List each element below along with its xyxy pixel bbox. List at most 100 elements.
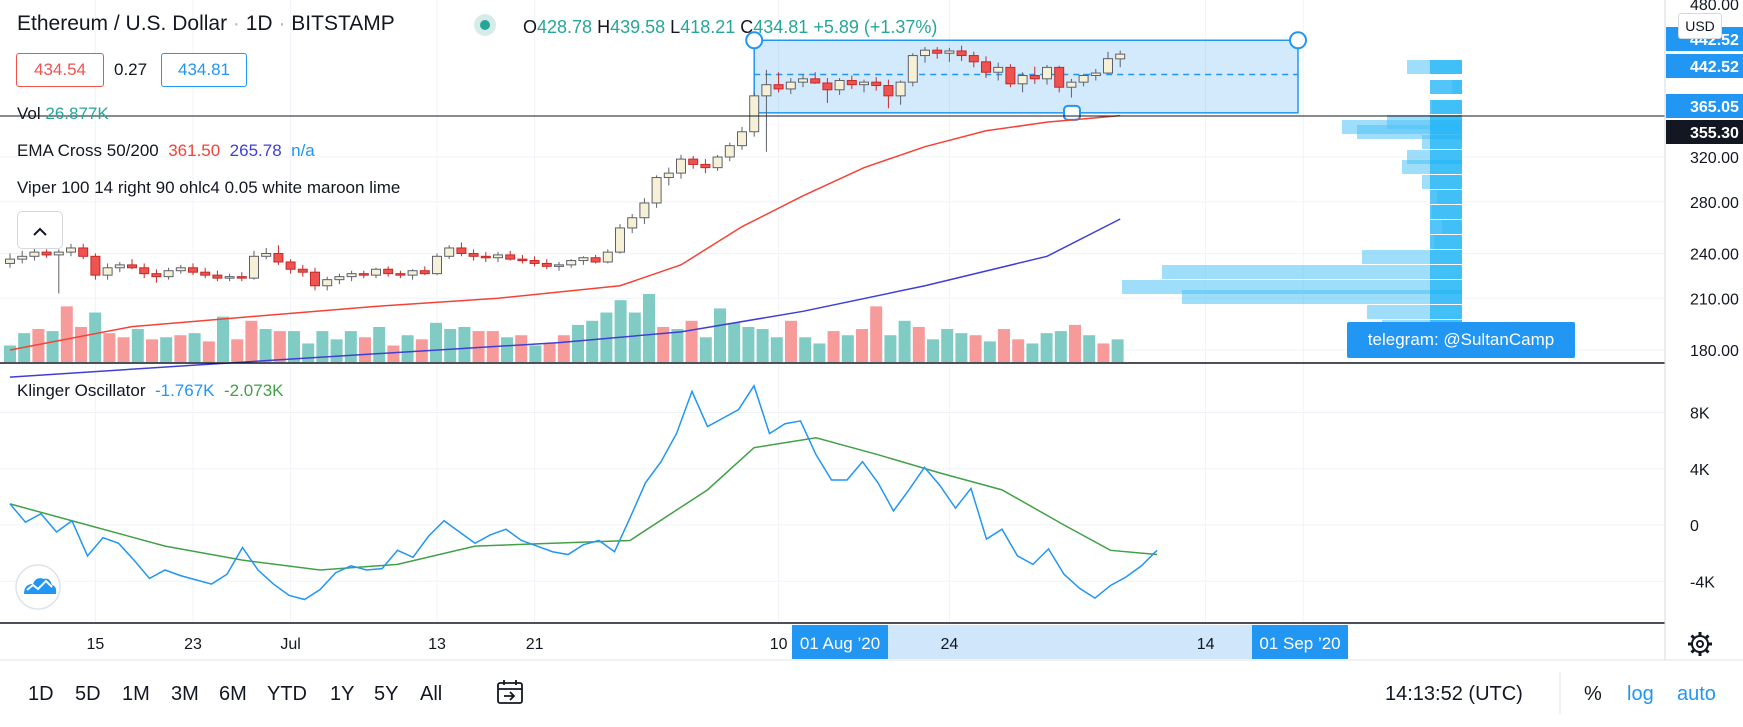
volume-bar — [146, 339, 158, 362]
candle-body — [346, 273, 357, 278]
candle-body — [41, 251, 52, 256]
volume-bar — [912, 326, 925, 362]
volume-bar — [529, 345, 542, 362]
volume-bar — [714, 308, 726, 362]
candle-body — [578, 257, 589, 262]
candle-body — [151, 273, 162, 278]
volume-bar — [856, 329, 868, 362]
volume-bar — [841, 335, 854, 362]
buy-button[interactable]: 434.81 — [161, 53, 247, 87]
volume-bar — [245, 320, 258, 362]
candle-body — [236, 276, 247, 279]
calendar-goto-icon[interactable] — [497, 680, 523, 704]
volume-bar — [898, 320, 911, 362]
candle-body — [395, 273, 406, 276]
volume-bar — [1054, 331, 1067, 362]
volume-bar — [359, 337, 371, 362]
time-label-start-bg — [792, 625, 888, 659]
currency-label[interactable]: USD — [1678, 13, 1722, 39]
market-status-icon[interactable] — [474, 14, 496, 36]
volume-bar — [46, 331, 59, 362]
candle-body — [371, 268, 381, 276]
auto-toggle[interactable]: auto — [1677, 683, 1716, 705]
candle-body — [993, 66, 1004, 73]
range-button-5d[interactable]: 5D — [75, 683, 101, 705]
range-button-3m[interactable]: 3M — [171, 683, 199, 705]
candle-body — [444, 247, 455, 257]
candle-body — [1029, 75, 1040, 80]
collapse-legend-button[interactable] — [17, 211, 63, 249]
gear-icon[interactable] — [1688, 632, 1712, 656]
volume-bar — [231, 339, 244, 362]
volume-bar — [103, 333, 116, 362]
range-box-handle-bottom[interactable] — [1063, 104, 1081, 121]
candle-body — [358, 273, 369, 276]
symbol-title[interactable]: Ethereum / U.S. Dollar — [17, 12, 228, 35]
price-badge: 365.05 — [1690, 99, 1739, 116]
volume-profile-row-core — [1430, 290, 1462, 304]
time-tick-label: 10 — [770, 636, 788, 653]
viper-legend[interactable]: Viper 100 14 right 90 ohlc4 0.05 white m… — [17, 178, 401, 197]
ema-legend[interactable]: EMA Cross 50/200 361.50 265.78 n/a — [17, 141, 315, 161]
range-button-6m[interactable]: 6M — [219, 683, 247, 705]
candles — [5, 45, 1126, 294]
osc-tick-label: 4K — [1690, 462, 1710, 479]
volume-value: 26.877K — [45, 104, 109, 123]
tradingview-cloud-icon[interactable] — [15, 564, 61, 610]
candle-body — [920, 49, 930, 57]
range-button-ytd[interactable]: YTD — [267, 683, 307, 705]
candle-body — [383, 268, 394, 275]
candle-body — [1017, 75, 1028, 85]
price-tick-label: 210.00 — [1690, 291, 1739, 308]
range-box-handle-top-left[interactable] — [745, 31, 764, 50]
log-toggle[interactable]: log — [1627, 683, 1654, 705]
candle-body — [5, 258, 15, 264]
candle-body — [517, 258, 528, 262]
volume-bar — [117, 337, 130, 362]
candle-body — [651, 177, 662, 204]
volume-bars — [4, 294, 1124, 362]
symbol-legend[interactable]: Ethereum / U.S. Dollar · 1D · BITSTAMP — [17, 12, 395, 36]
candle-body — [956, 50, 967, 57]
percent-toggle[interactable]: % — [1584, 683, 1602, 705]
volume-bar — [586, 320, 599, 362]
range-button-5y[interactable]: 5Y — [374, 683, 399, 705]
range-button-1d[interactable]: 1D — [28, 683, 54, 705]
candle-body — [432, 255, 442, 275]
candle-body — [541, 262, 552, 267]
candle-body — [810, 78, 821, 84]
candle-body — [29, 251, 40, 257]
volume-bar — [557, 335, 570, 362]
range-button-all[interactable]: All — [420, 683, 443, 705]
volume-bar — [472, 331, 485, 362]
candle-body — [17, 255, 28, 260]
volume-bar — [1012, 339, 1025, 362]
volume-profile-row-core — [1430, 235, 1462, 249]
range-button-1m[interactable]: 1M — [122, 683, 150, 705]
candle-body — [249, 255, 259, 279]
range-button-1y[interactable]: 1Y — [330, 683, 355, 705]
ema-cross-value: n/a — [291, 141, 315, 160]
candle-body — [78, 247, 89, 257]
legend-separator: · — [232, 12, 246, 35]
candle-body — [749, 95, 760, 133]
volume-profile-row-core — [1430, 190, 1462, 204]
interval-label[interactable]: 1D — [245, 12, 273, 35]
range-box-handle-top-right[interactable] — [1289, 31, 1307, 50]
candle-body — [224, 276, 235, 279]
volume-bar — [259, 329, 272, 362]
candle-body — [139, 267, 150, 275]
volume-bar — [302, 343, 315, 362]
volume-profile-row — [1162, 265, 1462, 279]
volume-bar — [628, 312, 641, 362]
klinger-legend[interactable]: Klinger Oscillator -1.767K -2.073K — [17, 381, 284, 401]
volume-legend[interactable]: Vol 26.877K — [17, 104, 109, 124]
volume-bar — [742, 326, 755, 362]
sell-button[interactable]: 434.54 — [16, 53, 104, 87]
candle-body — [322, 279, 333, 287]
volume-bar — [1097, 343, 1110, 362]
utc-clock[interactable]: 14:13:52 (UTC) — [1385, 683, 1523, 705]
price-badge-bg — [1666, 120, 1743, 144]
candle-body — [712, 156, 723, 169]
